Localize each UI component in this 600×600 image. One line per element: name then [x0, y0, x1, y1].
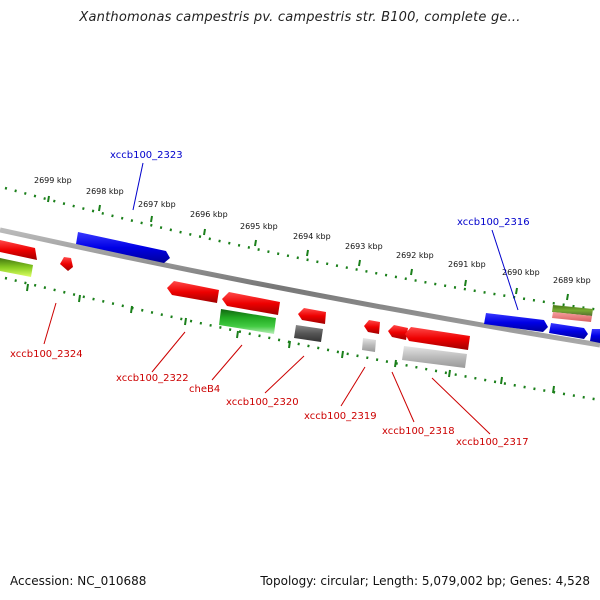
callout-lines [43, 162, 519, 435]
gene-left-edge-red-arrow[interactable] [0, 240, 37, 260]
gene-label-xccb100-2322[interactable]: xccb100_2322 [116, 373, 189, 384]
gene-xccb100-2316-arrow[interactable] [484, 313, 548, 332]
tick-label: 2691 kbp [448, 260, 486, 269]
genome-summary: Topology: circular; Length: 5,079,002 bp… [260, 574, 590, 588]
gene-label-xccb100-2323[interactable]: xccb100_2323 [110, 150, 183, 161]
forward-strand-genes [76, 232, 600, 343]
tick-label: 2698 kbp [86, 187, 124, 196]
gene-xccb100-2322-arrow[interactable] [167, 281, 219, 303]
outer-major-ticks [47, 195, 569, 301]
gene-label-xccb100-2316[interactable]: xccb100_2316 [457, 217, 530, 228]
tick-label: 2694 kbp [293, 232, 331, 241]
tick-label: 2692 kbp [396, 251, 434, 260]
tick-label: 2689 kbp [553, 276, 591, 285]
gene-label-xccb100-2318[interactable]: xccb100_2318 [382, 426, 455, 437]
gene-label-xccb100-2320[interactable]: xccb100_2320 [226, 397, 299, 408]
gene-label-xccb100-2324[interactable]: xccb100_2324 [10, 349, 83, 360]
inner-major-ticks [26, 283, 555, 394]
kbp-tick-labels: 2699 kbp 2698 kbp 2697 kbp 2696 kbp 2695… [34, 176, 591, 285]
gene-labels: xccb100_2323 xccb100_2316 xccb100_2324 x… [10, 150, 530, 448]
map-title: Xanthomonas campestris pv. campestris st… [79, 10, 521, 25]
gene-red-arrow-2321[interactable] [222, 292, 280, 315]
gene-label-xccb100-2319[interactable]: xccb100_2319 [304, 411, 377, 422]
tick-label: 2693 kbp [345, 242, 383, 251]
gene-xccb100-2320-block[interactable] [294, 325, 323, 342]
gene-xccb100-2318-arrow[interactable] [388, 325, 408, 340]
tick-label: 2690 kbp [502, 268, 540, 277]
gene-red-arrow-2320a[interactable] [298, 308, 326, 324]
gene-red-arrow-2319a[interactable] [364, 320, 380, 334]
gene-olive-block[interactable] [552, 305, 593, 316]
genome-backbone [0, 227, 600, 348]
gene-label-cheB4[interactable]: cheB4 [189, 384, 220, 395]
gene-xccb100-2324-arrow[interactable] [60, 257, 73, 271]
tick-label: 2697 kbp [138, 200, 176, 209]
tick-label: 2695 kbp [240, 222, 278, 231]
gene-pink-block[interactable] [552, 312, 592, 322]
gene-left-edge-lime-block[interactable] [0, 258, 33, 277]
reverse-strand-genes [0, 240, 470, 368]
gene-xccb100-2323-arrow[interactable] [76, 232, 170, 263]
gene-forward-small-arrow[interactable] [549, 323, 588, 339]
tick-label: 2699 kbp [34, 176, 72, 185]
gene-forward-edge-arrow[interactable] [590, 329, 600, 343]
accession-label: Accession: NC_010688 [10, 574, 147, 588]
gene-cheB4-block[interactable] [219, 309, 276, 334]
gene-red-arrow-2317a[interactable] [405, 327, 470, 350]
gene-xccb100-2317-block[interactable] [402, 346, 467, 368]
gene-xccb100-2319-block[interactable] [362, 338, 376, 352]
tick-label: 2696 kbp [190, 210, 228, 219]
gene-label-xccb100-2317[interactable]: xccb100_2317 [456, 437, 529, 448]
